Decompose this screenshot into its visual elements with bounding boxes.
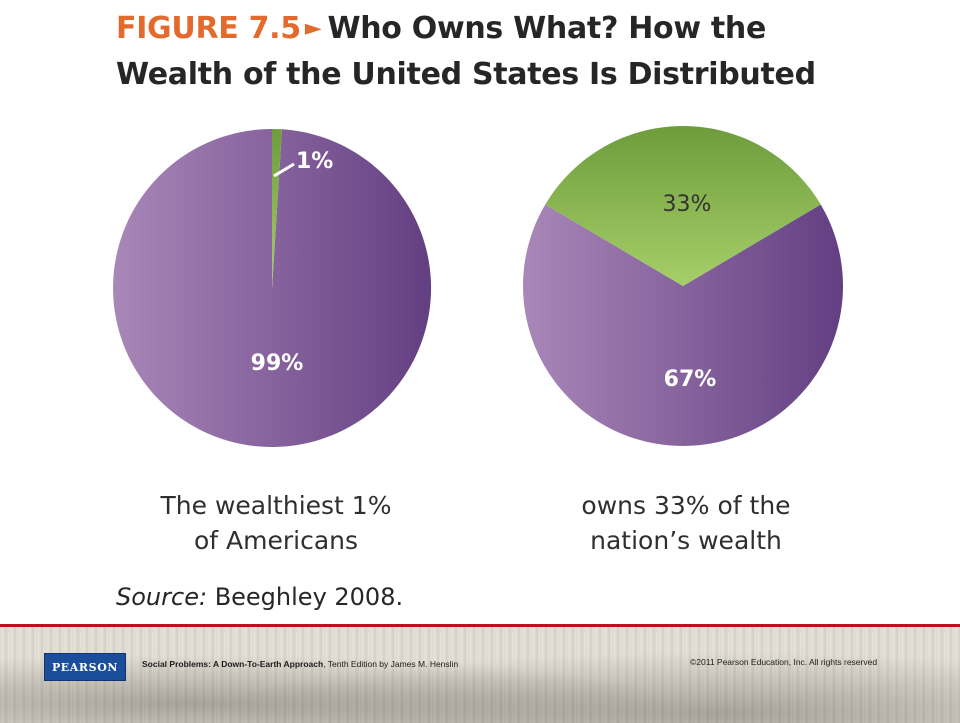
title-text-line2: Wealth of the United States Is Distribut… [116, 57, 816, 92]
title-line-1: FIGURE 7.5 ► Who Owns What? How the [116, 6, 916, 52]
copyright-notice: ©2011 Pearson Education, Inc. All rights… [690, 657, 878, 667]
caption-right-line1: owns 33% of the [581, 491, 791, 520]
slice-label-67: 67% [664, 367, 717, 392]
pie-right: 33% 67% [523, 125, 843, 446]
pie-left: 1% 99% [113, 128, 432, 448]
pie-slice-99 [113, 129, 432, 448]
title-text-line1: Who Owns What? How the [327, 11, 767, 46]
pie-slice-1 [272, 128, 282, 288]
caption-left-line1: The wealthiest 1% [160, 491, 392, 520]
pie-charts: 1% 99% 33% 67% [113, 125, 843, 448]
caption-right-line2: nation’s wealth [590, 526, 782, 555]
source-text: Beeghley 2008. [214, 583, 404, 611]
slice-label-99: 99% [251, 351, 304, 376]
caption-left-line2: of Americans [193, 526, 359, 555]
pie-slice-67 [523, 204, 843, 446]
book-credit: Social Problems: A Down-To-Earth Approac… [142, 659, 458, 669]
figure-label: FIGURE 7.5 [116, 11, 301, 46]
pearson-logo: PEARSON [44, 653, 126, 681]
arrow-right-icon: ► [304, 16, 322, 41]
source-note: Source: Beeghley 2008. [116, 583, 403, 611]
footer-bar: PEARSON Social Problems: A Down-To-Earth… [0, 624, 960, 723]
book-edition-author: , Tenth Edition by James M. Henslin [323, 659, 459, 669]
source-label: Source: [116, 583, 208, 611]
pie-slice-33 [545, 125, 821, 287]
slice-leader-line [273, 162, 295, 178]
book-title: Social Problems: A Down-To-Earth Approac… [142, 659, 324, 669]
figure-title: FIGURE 7.5 ► Who Owns What? How the Wealth… [116, 6, 916, 98]
caption-left: The wealthiest 1% of Americans [116, 488, 436, 558]
slice-label-33: 33% [663, 192, 712, 217]
caption-right: owns 33% of the nation’s wealth [526, 488, 846, 558]
slice-label-1: 1% [296, 149, 333, 174]
